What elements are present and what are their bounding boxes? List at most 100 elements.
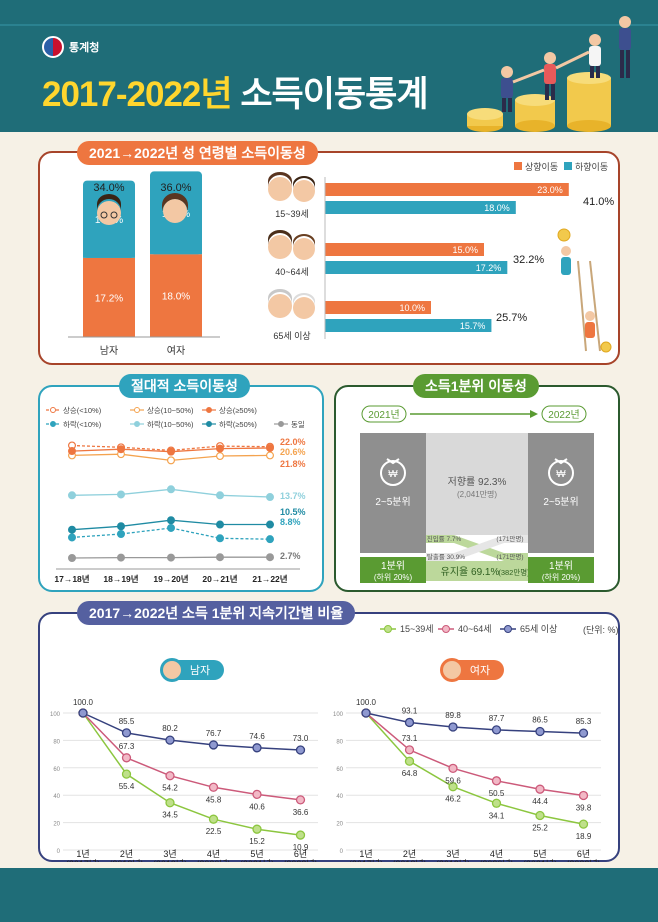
sec4-x-tick-sublabel: (2022년) xyxy=(283,859,317,862)
sec2-data-point xyxy=(216,534,225,543)
sec4-series-line xyxy=(365,712,584,734)
sec4-data-label: 34.5 xyxy=(162,811,178,820)
face-icons xyxy=(97,172,315,319)
sec2-legend-label: 상승(<10%) xyxy=(63,405,102,415)
sec4-x-tick-label: 4년(2020년) xyxy=(196,849,230,862)
sec4-data-point xyxy=(535,784,545,794)
sec2-lines: 22.0%20.6% 21.8% 8.8% 13.7% 10.5% 2.7% xyxy=(68,437,306,563)
year-from-label: 2021년 xyxy=(368,409,399,421)
sec4-x-tick-sublabel: (2018년) xyxy=(392,859,426,862)
sec4-data-point xyxy=(165,735,175,745)
sec4-y-tick-label: 60 xyxy=(336,767,343,773)
sec4-x-tick-sublabel: (2018년) xyxy=(109,859,143,862)
sec4-data-label: 74.6 xyxy=(249,732,265,741)
section1-title: 2021→2022년 성 연령별 소득이동성 xyxy=(77,141,318,165)
sex-total-label: 34.0% xyxy=(93,182,124,194)
sex-bar-up xyxy=(150,254,202,337)
sec4-data-point xyxy=(208,782,219,792)
female-duration-plot: 0 20 40 60 80 100 100.0 64.8 46.2 34.1 25.2 18.9 73.… xyxy=(333,698,601,862)
sec2-data-point xyxy=(116,553,125,562)
enter-rate-label: 진입률 7.7% xyxy=(427,534,462,543)
sec2-data-point xyxy=(116,490,125,499)
sec4-data-point xyxy=(448,782,458,792)
sec2-legend-label: 하락(≥50%) xyxy=(219,419,257,429)
sec2-data-point xyxy=(266,535,275,544)
sec2-legend-marker xyxy=(134,407,140,413)
sec4-x-tick-sublabel: (2022년) xyxy=(566,859,600,862)
stay-rate-label: 저향률 92.3% xyxy=(448,476,507,488)
age-bar-down-label: 15.7% xyxy=(460,321,486,331)
sec4-data-point xyxy=(578,819,589,829)
sex-bar-down-base xyxy=(83,253,135,258)
sec4-data-point xyxy=(208,814,219,824)
q1-mobility-diagram: 2021년 2022년 ₩ 2~5분위 ₩ 2~5분위 저향률 92.3% (2… xyxy=(360,405,594,583)
sec4-x-tick-label: 4년(2020년) xyxy=(479,849,513,862)
sec4-y-tick-label: 20 xyxy=(53,822,60,828)
sec4-y-tick-label: 20 xyxy=(336,822,343,828)
year-to-badge xyxy=(541,405,587,423)
keep-flow xyxy=(426,561,528,581)
sec2-data-point xyxy=(68,554,77,563)
sec2-end-label: 13.7% xyxy=(280,491,306,501)
age-bar-up-label: 10.0% xyxy=(399,303,425,313)
q1-sub-left: (하위 20%) xyxy=(374,572,413,582)
female-avatar-icon xyxy=(443,661,461,679)
page-title: 2017-2022년 소득이동통계 xyxy=(42,66,429,117)
sec4-x-tick-label: 5년(2021년) xyxy=(240,849,274,862)
sec4-unit: (단위: %) xyxy=(583,625,619,635)
male-face-icon xyxy=(97,194,121,225)
sec4-data-label: 59.6 xyxy=(445,776,461,785)
sec2-data-point xyxy=(68,491,77,500)
sec4-legend-marker xyxy=(504,625,512,633)
sec2-data-point xyxy=(167,485,176,494)
sec4-x-tick-sublabel: (2021년) xyxy=(523,859,557,862)
climbing-people-icon xyxy=(557,228,612,353)
male-avatar-icon xyxy=(163,661,181,679)
sec2-end-label: 10.5% xyxy=(280,507,306,517)
sec4-series-line xyxy=(82,712,301,751)
elderly-couple-icon xyxy=(268,289,315,319)
exit-flow xyxy=(426,535,528,561)
sec2-x-tick-label: 18→19년 xyxy=(103,574,138,584)
sec2-data-point xyxy=(116,530,125,539)
age-bar-up xyxy=(325,301,431,314)
sec4-data-point xyxy=(404,717,415,728)
enter-rate-sub: (171만명) xyxy=(496,534,523,543)
sec4-x-tick-label: 1년(2017년) xyxy=(66,849,100,862)
sec4-y-tick-label: 40 xyxy=(336,794,343,800)
money-bag-icon-left: ₩ xyxy=(380,458,406,486)
q1-box-left xyxy=(360,557,426,583)
sec2-data-point xyxy=(266,553,275,562)
sec4-data-label: 10.9 xyxy=(293,843,309,852)
age-bar-down-label: 17.2% xyxy=(476,263,502,273)
sec4-y-tick-label: 80 xyxy=(53,739,60,745)
sec2-legend-label: 상승(10~50%) xyxy=(147,405,194,415)
sec4-y-tick-label: 0 xyxy=(57,849,61,855)
other-quintile-label-right: 2~5분위 xyxy=(543,495,578,508)
sec4-legend-label: 15~39세 xyxy=(400,624,434,634)
sec2-data-point xyxy=(116,522,125,531)
q1-duration-chart: 15~39세 40~64세 65세 이상 (단위: %) 남자 여자 0 20 40 60… xyxy=(50,624,619,862)
sec4-x-tick-sublabel: (2017년) xyxy=(66,859,100,862)
q1-sub-right: (하위 20%) xyxy=(542,572,581,582)
sec4-data-label: 44.4 xyxy=(532,797,548,806)
sec4-series-line xyxy=(82,712,301,836)
stay-flow xyxy=(426,433,528,535)
sex-category-label: 여자 xyxy=(167,345,185,357)
young-couple-icon xyxy=(268,172,315,202)
sec4-data-label: 36.6 xyxy=(293,808,309,817)
age-category-label: 40~64세 xyxy=(275,267,309,277)
age-bar-up xyxy=(325,183,569,196)
sec2-data-point xyxy=(266,493,275,502)
age-sex-mobility-chart: 상향이동 하향이동 17.2%16.8%34.0%남자18.0%18.0%36.… xyxy=(68,161,614,357)
sec4-data-point xyxy=(252,789,262,800)
sec2-legend-label: 하락(10~50%) xyxy=(147,419,194,429)
sec4-data-label: 34.1 xyxy=(489,811,505,820)
sec4-data-label: 87.7 xyxy=(489,714,505,723)
sec4-data-label: 80.2 xyxy=(162,724,178,733)
sec4-x-tick-label: 1년(2017년) xyxy=(349,849,383,862)
year-arrow-head-icon xyxy=(530,410,538,418)
other-quintile-box-right xyxy=(528,433,594,553)
sex-total-label: 36.0% xyxy=(160,182,191,194)
sec2-series-line xyxy=(71,527,271,540)
